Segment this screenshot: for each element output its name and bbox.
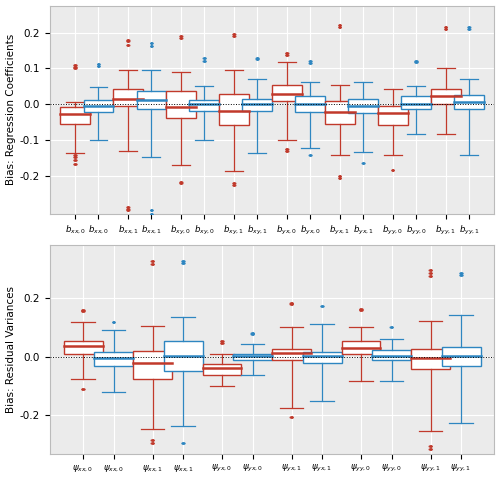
- Bar: [133, 351, 172, 379]
- Bar: [190, 100, 219, 111]
- Bar: [402, 96, 431, 108]
- Bar: [136, 91, 166, 108]
- Bar: [164, 341, 202, 372]
- Bar: [411, 349, 450, 369]
- Y-axis label: Bias: Regression Coefficients: Bias: Regression Coefficients: [6, 34, 16, 185]
- Bar: [442, 348, 480, 366]
- Bar: [113, 89, 143, 106]
- Bar: [242, 99, 272, 111]
- Bar: [302, 352, 342, 362]
- Bar: [272, 84, 302, 101]
- Bar: [233, 354, 272, 360]
- Bar: [296, 96, 325, 111]
- Bar: [219, 95, 249, 125]
- Bar: [325, 101, 354, 124]
- Bar: [166, 91, 196, 118]
- Bar: [378, 106, 408, 125]
- Bar: [60, 107, 90, 124]
- Bar: [431, 89, 460, 104]
- Bar: [454, 95, 484, 108]
- Bar: [84, 100, 113, 112]
- Bar: [64, 341, 102, 354]
- Bar: [372, 350, 411, 360]
- Bar: [94, 352, 133, 366]
- Bar: [202, 364, 241, 375]
- Bar: [272, 349, 311, 360]
- Bar: [342, 341, 380, 354]
- Y-axis label: Bias: Residual Variances: Bias: Residual Variances: [6, 286, 16, 413]
- Bar: [348, 99, 378, 113]
